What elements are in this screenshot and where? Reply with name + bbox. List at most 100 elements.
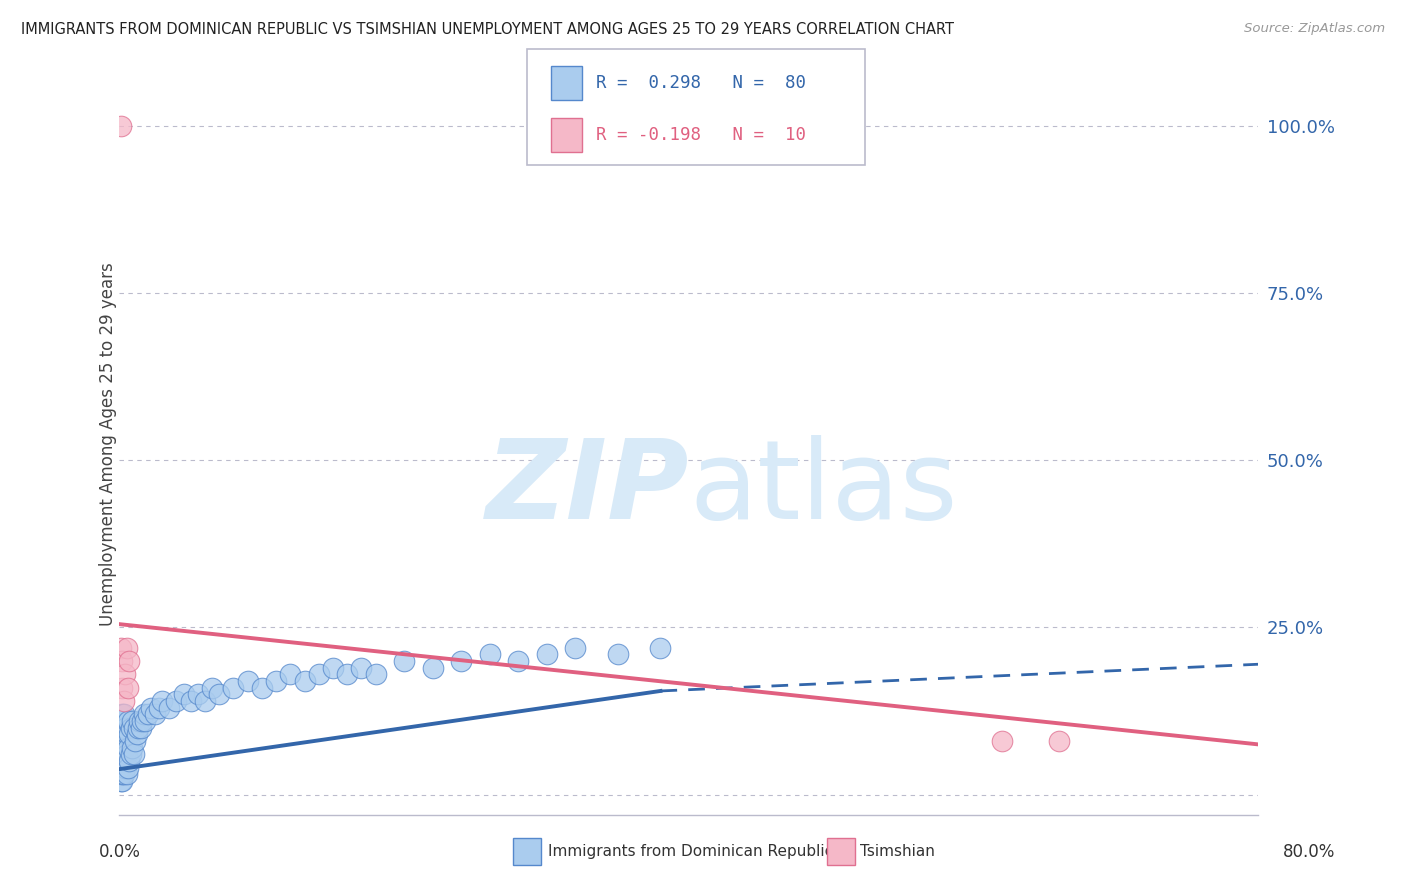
Point [121, 714, 143, 728]
Point [236, 673, 259, 688]
Point [117, 761, 139, 775]
Point [127, 721, 149, 735]
Point [112, 694, 135, 708]
Point [111, 707, 134, 722]
Point [131, 714, 153, 728]
Point [111, 747, 134, 762]
Text: IMMIGRANTS FROM DOMINICAN REPUBLIC VS TSIMSHIAN UNEMPLOYMENT AMONG AGES 25 TO 29: IMMIGRANTS FROM DOMINICAN REPUBLIC VS TS… [21, 22, 955, 37]
Point [110, 734, 132, 748]
Point [136, 707, 159, 722]
Point [115, 767, 138, 781]
Point [118, 654, 141, 668]
Point [117, 740, 139, 755]
Point [114, 761, 136, 775]
Point [115, 640, 138, 655]
Point [120, 721, 142, 735]
Point [122, 747, 145, 762]
Point [111, 767, 134, 781]
Point [118, 727, 141, 741]
Point [322, 660, 344, 674]
Point [111, 754, 134, 768]
Point [114, 721, 136, 735]
Point [157, 700, 180, 714]
Point [117, 681, 139, 695]
Point [111, 654, 134, 668]
Point [148, 700, 170, 714]
Point [124, 734, 146, 748]
Point [111, 681, 134, 695]
Point [125, 727, 148, 741]
Text: Tsimshian: Tsimshian [860, 845, 935, 859]
Point [118, 754, 141, 768]
Point [111, 721, 134, 735]
Point [278, 667, 301, 681]
Point [122, 721, 145, 735]
Point [110, 120, 132, 134]
Point [264, 673, 287, 688]
Point [110, 714, 132, 728]
Point [308, 667, 330, 681]
Point [564, 640, 586, 655]
Point [139, 700, 162, 714]
Text: Immigrants from Dominican Republic: Immigrants from Dominican Republic [548, 845, 834, 859]
Point [450, 654, 472, 668]
Point [114, 667, 136, 681]
Point [117, 714, 139, 728]
Point [110, 727, 132, 741]
Text: 80.0%: 80.0% [1284, 843, 1336, 861]
Point [110, 754, 132, 768]
Point [120, 747, 142, 762]
Point [208, 687, 231, 701]
Point [114, 740, 136, 755]
Point [478, 647, 501, 661]
Point [129, 721, 152, 735]
Point [1047, 734, 1070, 748]
Point [111, 774, 134, 789]
Text: Source: ZipAtlas.com: Source: ZipAtlas.com [1244, 22, 1385, 36]
Point [143, 707, 166, 722]
Point [336, 667, 359, 681]
Point [132, 707, 155, 722]
Point [115, 727, 138, 741]
Point [294, 673, 316, 688]
Text: atlas: atlas [689, 434, 957, 541]
Point [250, 681, 273, 695]
Point [110, 767, 132, 781]
Point [110, 761, 132, 775]
Point [991, 734, 1014, 748]
Point [112, 754, 135, 768]
Point [201, 681, 224, 695]
Point [350, 660, 373, 674]
Text: R =  0.298   N =  80: R = 0.298 N = 80 [596, 74, 806, 92]
Point [110, 774, 132, 789]
Text: R = -0.198   N =  10: R = -0.198 N = 10 [596, 126, 806, 144]
Point [506, 654, 529, 668]
Y-axis label: Unemployment Among Ages 25 to 29 years: Unemployment Among Ages 25 to 29 years [100, 262, 117, 625]
Point [128, 714, 150, 728]
Point [194, 694, 217, 708]
Text: 0.0%: 0.0% [98, 843, 141, 861]
Point [112, 707, 135, 722]
Point [110, 747, 132, 762]
Point [111, 734, 134, 748]
Point [121, 740, 143, 755]
Point [536, 647, 558, 661]
Point [110, 640, 132, 655]
Point [187, 687, 209, 701]
Point [110, 721, 132, 735]
Point [650, 640, 672, 655]
Point [606, 647, 628, 661]
Point [115, 747, 138, 762]
Point [422, 660, 444, 674]
Point [150, 694, 173, 708]
Point [180, 694, 202, 708]
Text: ZIP: ZIP [485, 434, 689, 541]
Point [165, 694, 187, 708]
Point [173, 687, 195, 701]
Point [222, 681, 245, 695]
Point [392, 654, 415, 668]
Point [112, 767, 135, 781]
Point [112, 740, 135, 755]
Point [364, 667, 387, 681]
Point [110, 740, 132, 755]
